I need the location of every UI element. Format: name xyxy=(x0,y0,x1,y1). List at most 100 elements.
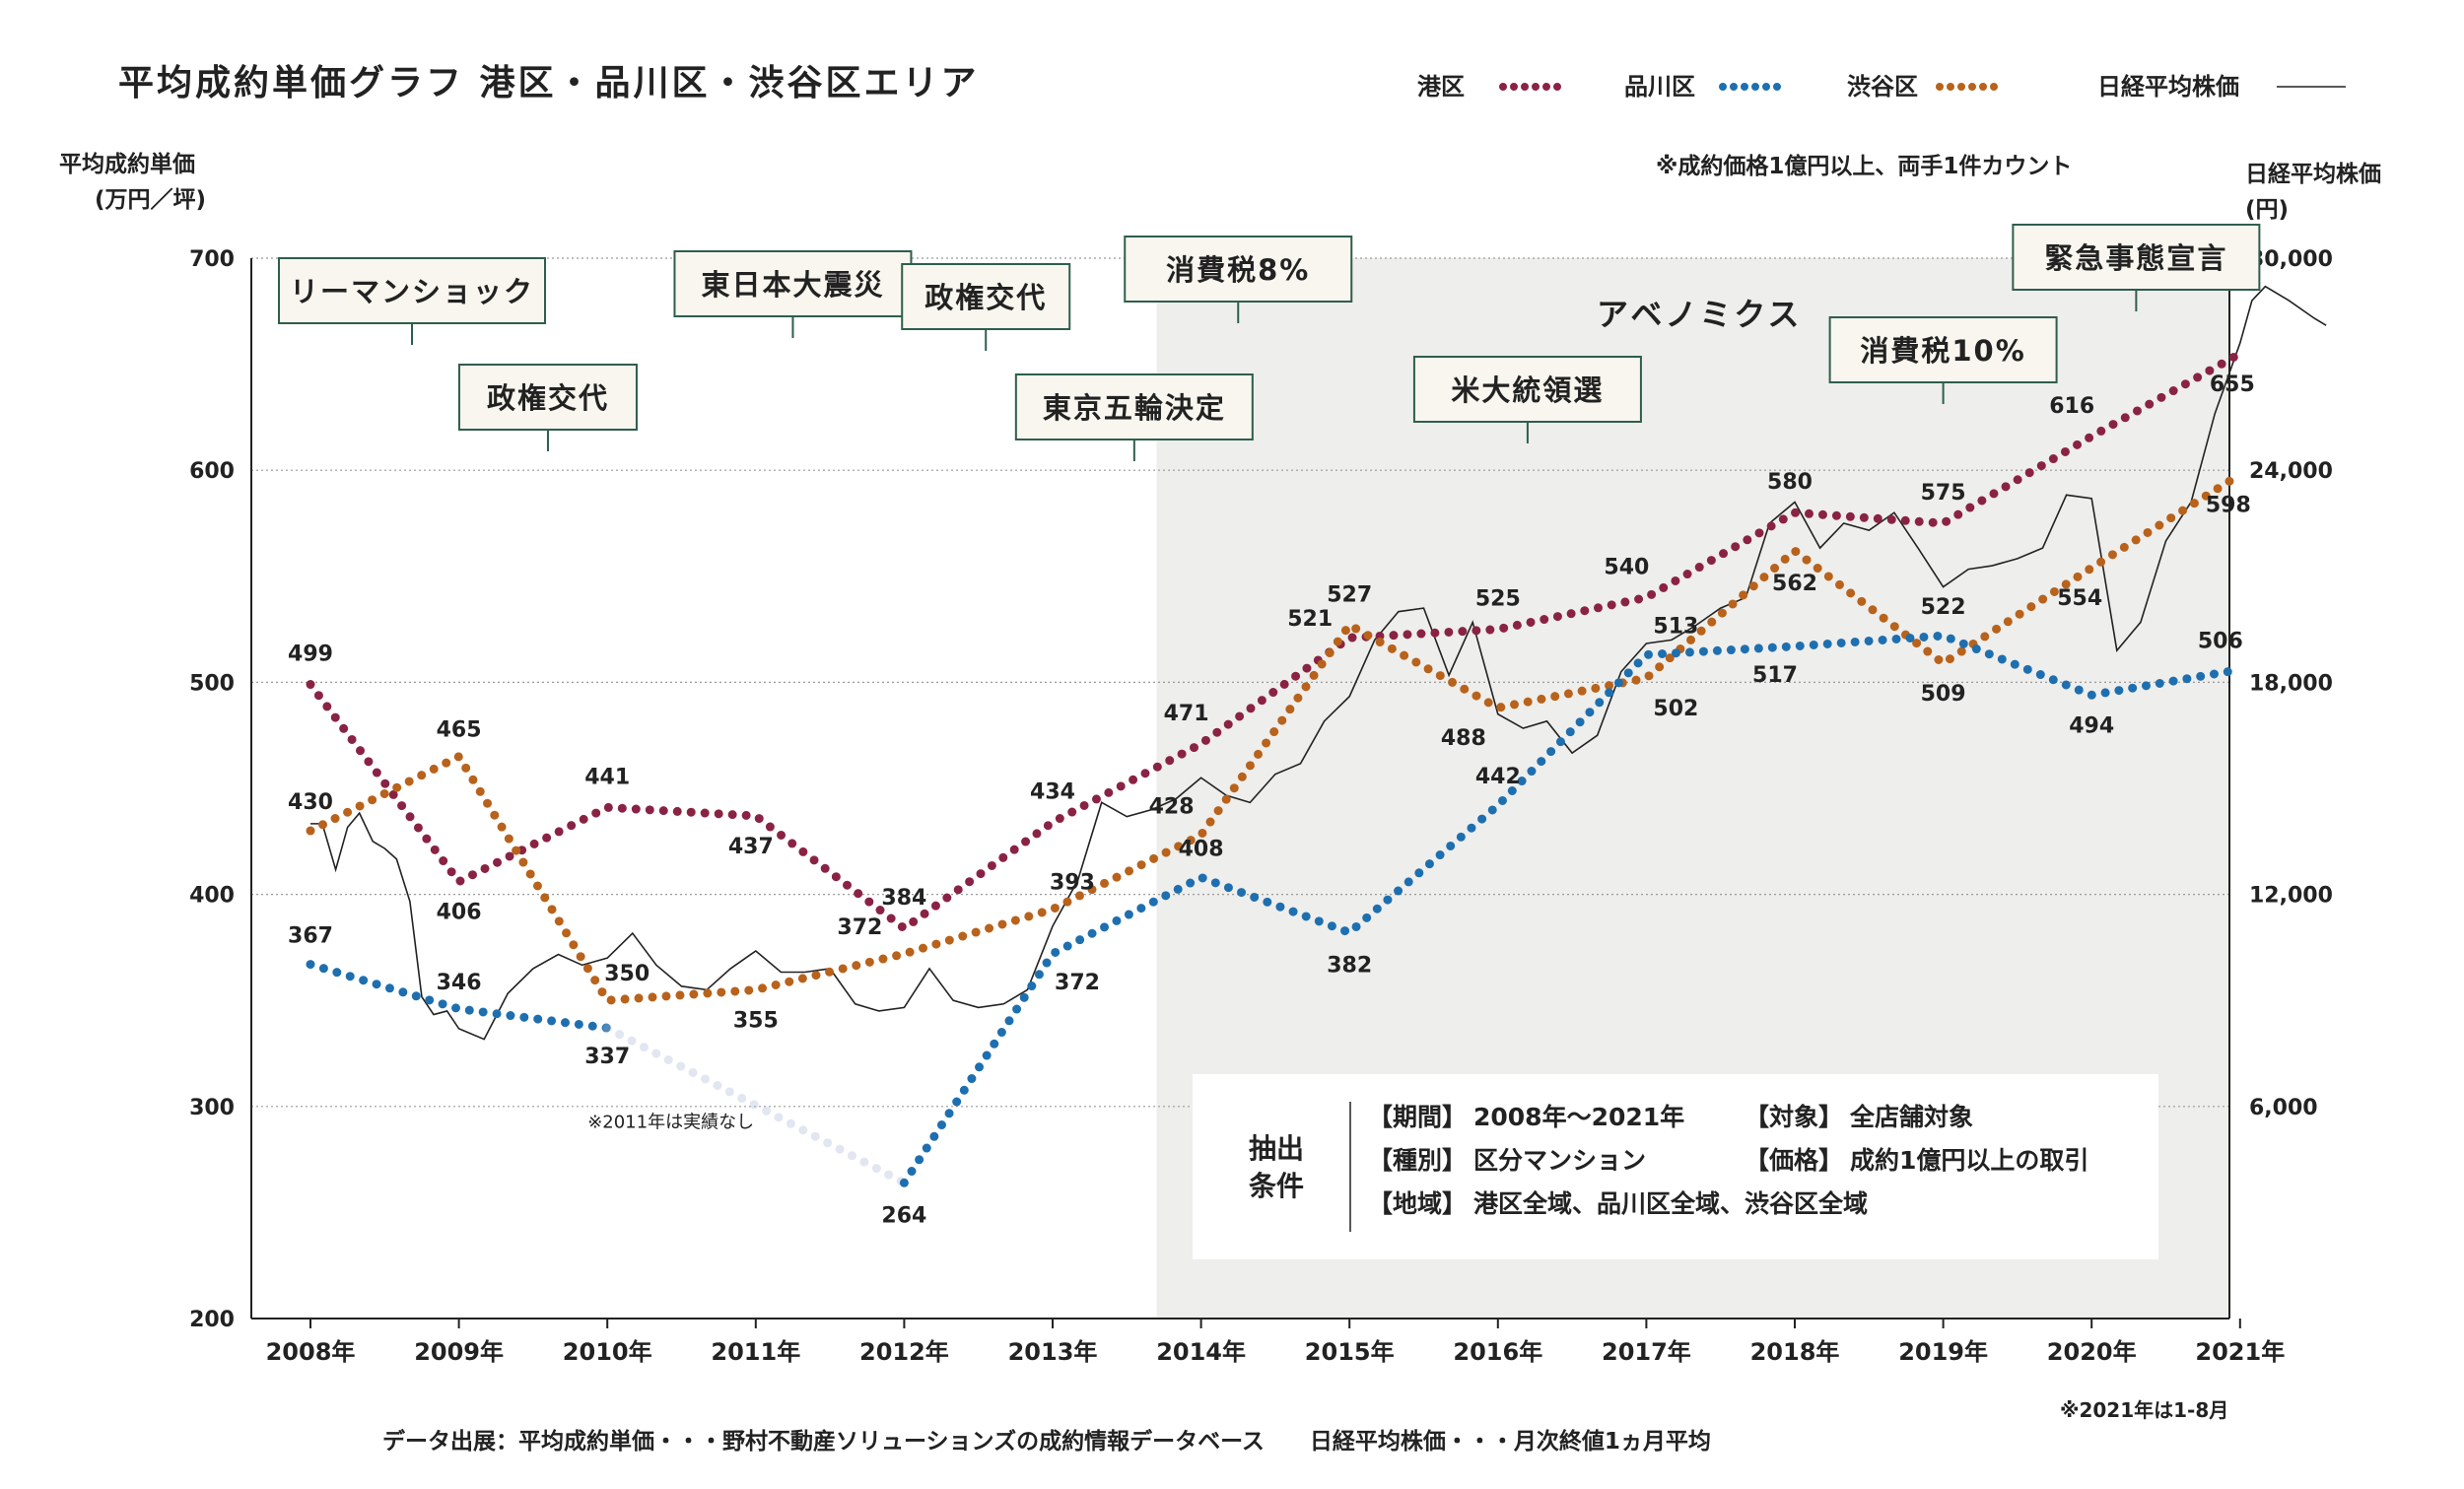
x-tick-label: 2021年 xyxy=(2195,1338,2285,1366)
event-box: 政権交代 xyxy=(457,364,638,451)
right-axis-label-1: 日経平均株価 xyxy=(2245,161,2381,187)
criteria-key: 【価格】 xyxy=(1745,1146,1843,1175)
x-tick-label: 2010年 xyxy=(563,1338,652,1366)
criteria-key: 【地域】 xyxy=(1368,1189,1467,1218)
left-tick-label: 300 xyxy=(189,1096,235,1120)
x-tick-label: 2008年 xyxy=(266,1338,356,1366)
criteria-value: 全店舗対象 xyxy=(1849,1103,1973,1131)
data-label: 616 xyxy=(2049,394,2094,419)
data-label: 655 xyxy=(2210,372,2255,397)
event-label: 米大統領選 xyxy=(1451,373,1604,407)
event-box-frame xyxy=(1412,356,1642,423)
criteria-key: 【種別】 xyxy=(1368,1146,1467,1175)
x-tick-label: 2012年 xyxy=(859,1338,949,1366)
left-tick-label: 200 xyxy=(189,1308,235,1332)
series-shinagawa-line xyxy=(306,960,612,1033)
data-label: 430 xyxy=(288,790,333,815)
data-label: 437 xyxy=(728,835,774,859)
data-label: 554 xyxy=(2057,586,2102,611)
x-tick-label: 2014年 xyxy=(1156,1338,1246,1366)
event-label: 東日本大震災 xyxy=(701,268,884,302)
series-shinagawa-line xyxy=(899,631,2245,1187)
data-label: 264 xyxy=(881,1203,926,1228)
series-shinagawa-gap xyxy=(602,1023,909,1187)
series-shibuya-line xyxy=(306,470,2245,1005)
legend-label-shibuya: 渋谷区 xyxy=(1847,73,1918,101)
event-label: 緊急事態宣言 xyxy=(2044,241,2227,275)
data-label: 441 xyxy=(584,765,630,789)
data-label: 598 xyxy=(2206,494,2251,518)
data-label: 382 xyxy=(1327,953,1372,978)
event-box: 東京五輪決定 xyxy=(1014,373,1254,461)
event-box-frame xyxy=(673,250,913,317)
nikkei-line xyxy=(310,285,2327,1041)
right-tick-label: 30,000 xyxy=(2249,247,2333,272)
event-label: 政権交代 xyxy=(487,381,609,415)
data-label: 525 xyxy=(1475,587,1521,612)
data-label: 517 xyxy=(1752,663,1798,688)
criteria-value: 成約1億円以上の取引 xyxy=(1850,1146,2088,1175)
event-label: 消費税8% xyxy=(1166,253,1310,287)
x-tick-label: 2013年 xyxy=(1008,1338,1098,1366)
series-minato-line xyxy=(306,349,2245,934)
data-label: 509 xyxy=(1921,682,1966,707)
source-note: データ出展：平均成約単価・・・野村不動産ソリューションズの成約情報データベース … xyxy=(382,1428,1711,1455)
event-box-frame xyxy=(1014,373,1254,440)
left-tick-label: 700 xyxy=(189,247,235,272)
event-box-frame xyxy=(457,364,638,431)
data-label: 499 xyxy=(288,643,333,667)
right-tick-label: 24,000 xyxy=(2249,459,2333,484)
left-tick-label: 500 xyxy=(189,671,235,696)
data-label: 442 xyxy=(1475,765,1521,789)
legend: 港区 品川区 渋谷区 日経平均株価 xyxy=(1417,73,2346,101)
x-tick-label: 2018年 xyxy=(1750,1338,1840,1366)
legend-label-minato: 港区 xyxy=(1417,73,1465,101)
criteria-value: 2008年～2021年 xyxy=(1473,1103,1684,1131)
right-tick-label: 18,000 xyxy=(2249,671,2333,696)
criteria-value: 区分マンション xyxy=(1473,1146,1646,1175)
right-tick-label: 6,000 xyxy=(2249,1096,2318,1120)
event-box: 東日本大震災 xyxy=(673,250,913,338)
data-label: 408 xyxy=(1179,837,1224,861)
x-tick-label: 2015年 xyxy=(1305,1338,1395,1366)
event-label: 政権交代 xyxy=(924,281,1047,314)
right-tick-label: 12,000 xyxy=(2249,884,2333,909)
event-box: 緊急事態宣言 xyxy=(2012,224,2261,311)
event-box: 消費税10% xyxy=(1828,316,2058,404)
x-tick-label: 2009年 xyxy=(414,1338,504,1366)
data-label: 540 xyxy=(1604,555,1649,579)
right-axis-label-2: (円) xyxy=(2245,197,2289,223)
data-label: 434 xyxy=(1030,779,1075,804)
event-box: リーマンショック xyxy=(278,257,546,345)
criteria-heading: 抽出 xyxy=(1249,1132,1304,1165)
data-label: 384 xyxy=(881,886,926,911)
data-label: 513 xyxy=(1653,614,1698,639)
event-label: 消費税10% xyxy=(1860,334,2025,368)
footnote-2021: ※2021年は1-8月 xyxy=(2060,1398,2228,1422)
criteria-key: 【対象】 xyxy=(1745,1103,1843,1131)
x-tick-label: 2019年 xyxy=(1898,1338,1988,1366)
top-note: ※成約価格1億円以上、両手1件カウント xyxy=(1656,153,2072,179)
event-box-frame xyxy=(278,257,546,324)
left-axis-label-1: 平均成約単価 xyxy=(59,151,195,177)
data-label: 355 xyxy=(733,1008,779,1033)
event-box-frame xyxy=(2012,224,2261,291)
data-label: 488 xyxy=(1441,726,1486,751)
data-label: 471 xyxy=(1164,702,1209,726)
event-box-frame xyxy=(1828,316,2058,383)
left-tick-label: 400 xyxy=(189,884,235,909)
event-box: 消費税8% xyxy=(1124,236,1353,323)
data-label: 506 xyxy=(2198,629,2243,653)
data-label: 372 xyxy=(837,915,882,940)
shinagawa-gap-note: ※2011年は実績なし xyxy=(587,1112,754,1132)
data-label: 575 xyxy=(1921,481,1966,506)
legend-label-shinagawa: 品川区 xyxy=(1624,73,1695,101)
event-box-frame xyxy=(1124,236,1353,303)
criteria-box xyxy=(1193,1074,2158,1259)
data-label: 372 xyxy=(1055,971,1100,995)
x-tick-label: 2016年 xyxy=(1453,1338,1542,1366)
data-label: 406 xyxy=(437,901,482,925)
x-tick-label: 2011年 xyxy=(711,1338,800,1366)
data-label: 465 xyxy=(437,718,482,743)
data-label: 494 xyxy=(2069,713,2114,738)
